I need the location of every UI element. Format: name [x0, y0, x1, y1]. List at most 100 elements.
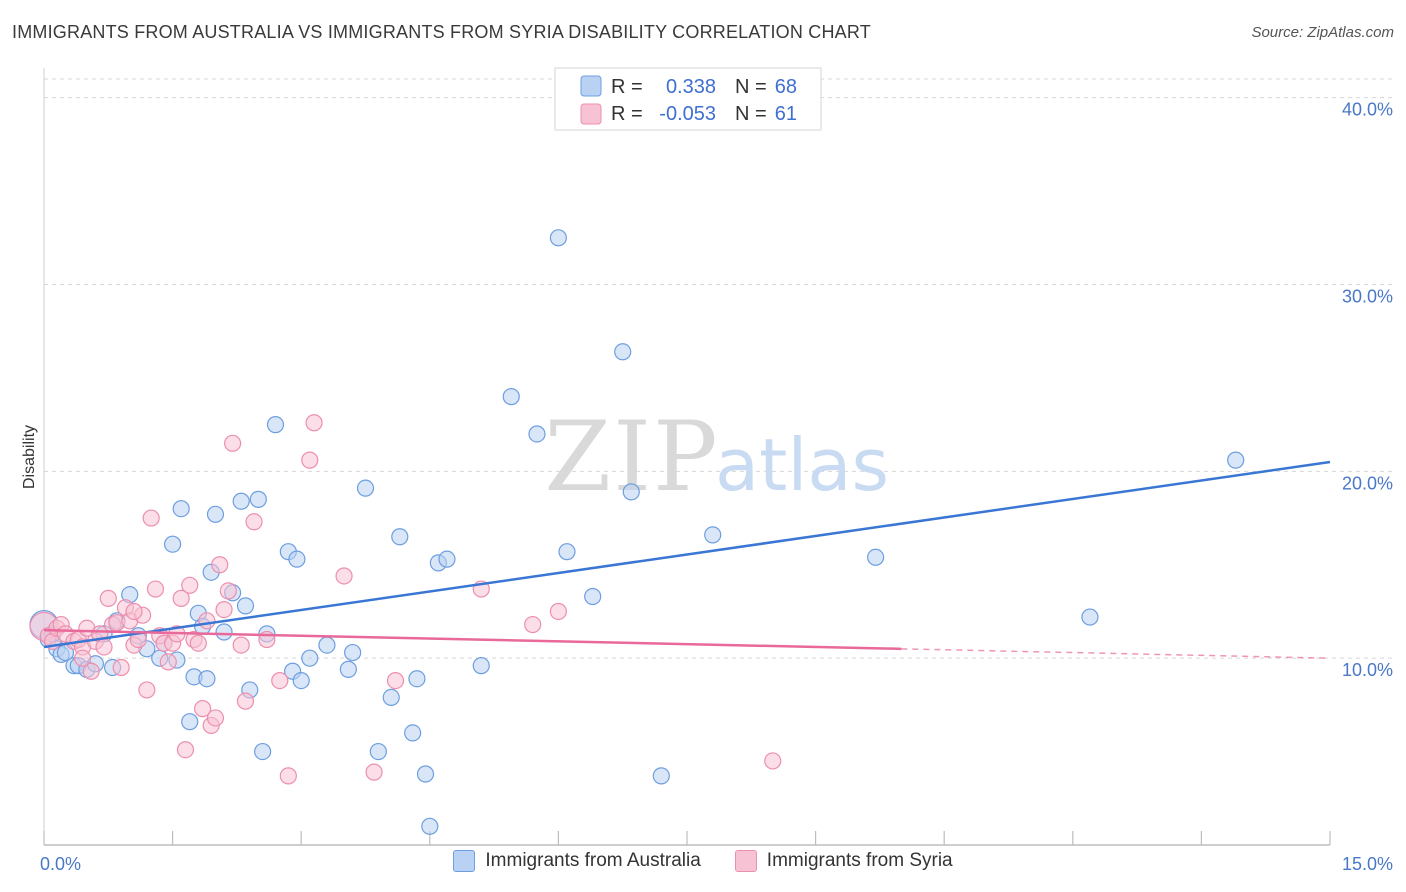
australia-point-47 — [391, 528, 409, 546]
australia-point-33 — [249, 490, 267, 508]
legend-label-australia: Immigrants from Australia — [485, 850, 701, 871]
syria-point-59 — [73, 649, 92, 667]
australia-point-54 — [472, 657, 490, 675]
australia-point-39 — [288, 550, 306, 568]
australia-point-41 — [301, 649, 319, 667]
syria-point-42 — [219, 582, 237, 600]
y-tick-label-3: 40.0% — [1342, 100, 1393, 120]
australia-point-27 — [206, 505, 225, 523]
australia-point-44 — [344, 643, 362, 662]
australia-point-46 — [369, 742, 387, 761]
x-tick-label-1: 15.0% — [1342, 854, 1393, 874]
syria-point-28 — [159, 653, 177, 671]
tick-labels: 10.0% 20.0% 30.0% 40.0% 0.0% 15.0% — [40, 100, 1393, 874]
australia-point-49 — [408, 670, 426, 688]
legend-label-syria: Immigrants from Syria — [766, 850, 953, 871]
syria-point-31 — [172, 589, 190, 607]
australia-point-56 — [528, 425, 546, 443]
syria-trend-line — [43, 628, 902, 651]
legend-n-value-australia: 68 — [775, 76, 797, 98]
australia-point-50 — [416, 765, 435, 783]
syria-point-14 — [99, 589, 117, 607]
australia-point-20 — [172, 500, 190, 518]
syria-point-45 — [236, 692, 255, 710]
syria-point-57 — [549, 602, 568, 621]
syria-point-24 — [142, 509, 160, 527]
source-label: Source: ZipAtlas.com — [1251, 24, 1394, 41]
australia-point-40 — [292, 671, 310, 690]
legend-item-syria: Immigrants from Syria — [734, 850, 953, 872]
syria-point-13 — [95, 638, 113, 656]
grid-lines — [44, 78, 1392, 659]
syria-point-51 — [305, 414, 323, 432]
x-tick-label-0: 0.0% — [40, 854, 81, 874]
australia-point-53 — [438, 550, 456, 568]
australia-point-30 — [232, 492, 250, 510]
australia-point-51 — [421, 817, 439, 835]
syria-point-58 — [764, 752, 782, 770]
syria-point-43 — [224, 434, 242, 452]
watermark: ZIP atlas — [544, 401, 889, 513]
y-tick-label-2: 30.0% — [1342, 287, 1393, 307]
australia-point-43 — [339, 660, 357, 678]
australia-point-42 — [318, 636, 336, 654]
australia-point-60 — [614, 343, 632, 361]
legend-swatch-syria — [580, 103, 602, 125]
syria-point-40 — [211, 556, 229, 574]
syria-point-50 — [301, 451, 319, 469]
stats-legend: R = 0.338 N = 68 R = -0.053 N = 61 — [554, 67, 822, 131]
legend-r-value-syria: -0.053 — [659, 103, 716, 125]
australia-point-18 — [164, 535, 182, 553]
legend-n-label-syria: N = — [735, 103, 767, 125]
syria-point-32 — [176, 741, 195, 759]
australia-point-63 — [704, 526, 722, 544]
australia-point-45 — [356, 479, 375, 497]
trend-lines — [43, 460, 1331, 659]
axes — [43, 68, 1331, 846]
australia-point-28 — [215, 623, 233, 641]
syria-point-33 — [181, 576, 199, 594]
chart-title: IMMIGRANTS FROM AUSTRALIA VS IMMIGRANTS … — [12, 22, 871, 42]
syria-point-25 — [146, 580, 165, 598]
australia-point-34 — [254, 742, 272, 761]
legend-n-label-australia: N = — [735, 76, 767, 98]
legend-r-label-australia: R = — [611, 76, 643, 98]
swatch-australia — [453, 850, 476, 872]
syria-point-60 — [125, 602, 143, 621]
syria-point-17 — [112, 658, 130, 677]
syria-point-10 — [82, 662, 100, 680]
australia-point-62 — [652, 767, 670, 785]
y-tick-label-0: 10.0% — [1342, 660, 1393, 680]
syria-point-49 — [279, 767, 297, 785]
syria-point-44 — [232, 636, 250, 654]
australia-point-48 — [404, 724, 422, 742]
australia-point-67 — [382, 688, 400, 707]
syria-point-36 — [194, 700, 212, 718]
legend-item-australia: Immigrants from Australia — [453, 850, 701, 872]
syria-point-37 — [198, 612, 216, 630]
syria-trend-extension — [901, 648, 1331, 659]
syria-point-41 — [215, 600, 233, 619]
syria-point-48 — [271, 671, 289, 690]
syria-point-54 — [386, 671, 405, 690]
y-tick-label-1: 20.0% — [1342, 473, 1393, 493]
australia-point-25 — [198, 670, 216, 688]
australia-points — [29, 229, 1245, 835]
australia-point-55 — [502, 388, 520, 406]
australia-point-21 — [181, 713, 199, 731]
syria-point-39 — [206, 709, 225, 727]
syria-point-23 — [138, 681, 156, 699]
legend-swatch-australia — [580, 75, 602, 97]
australia-point-31 — [236, 597, 255, 615]
legend-r-label-syria: R = — [611, 103, 643, 125]
watermark-atlas: atlas — [715, 423, 889, 507]
australia-point-61 — [622, 483, 640, 501]
legend-r-value-australia: 0.338 — [666, 76, 716, 98]
australia-point-64 — [867, 548, 885, 566]
australia-trend-line — [43, 460, 1331, 649]
series-legend: Immigrants from Australia Immigrants fro… — [0, 850, 1406, 872]
australia-point-59 — [584, 587, 602, 606]
syria-point-53 — [365, 763, 383, 781]
australia-point-65 — [1081, 608, 1099, 626]
